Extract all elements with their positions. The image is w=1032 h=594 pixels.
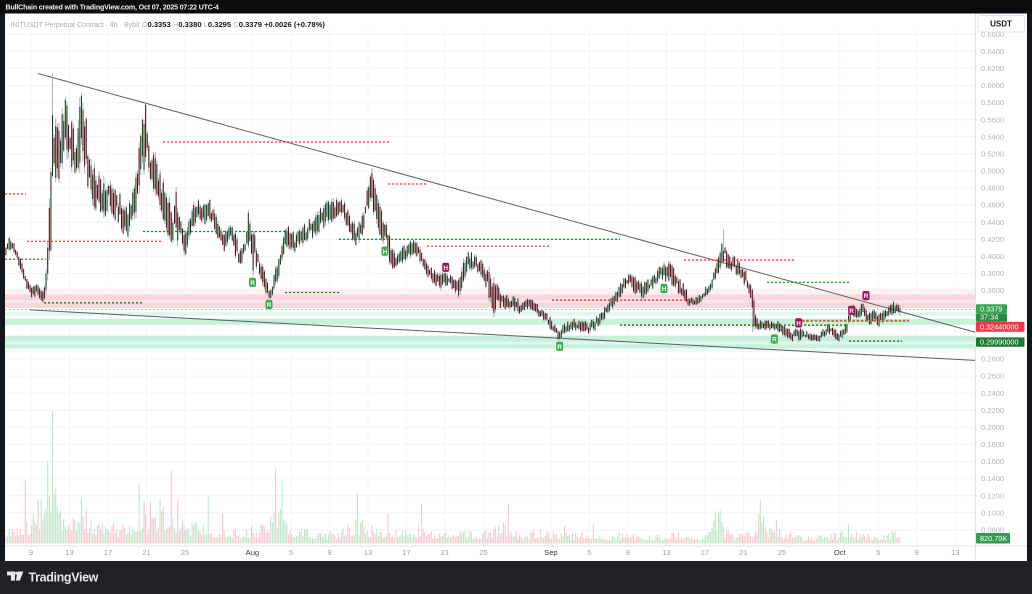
svg-text:5: 5 xyxy=(289,548,293,557)
svg-text:USDT: USDT xyxy=(990,20,1012,29)
svg-text:0.4000: 0.4000 xyxy=(981,252,1004,261)
svg-text:0.3379: 0.3379 xyxy=(980,305,1002,314)
svg-text:0.1600: 0.1600 xyxy=(981,457,1004,466)
svg-text:0.1200: 0.1200 xyxy=(981,491,1004,500)
svg-text:9: 9 xyxy=(626,548,630,557)
svg-text:17: 17 xyxy=(701,548,709,557)
svg-text:R: R xyxy=(267,302,272,309)
svg-text:Sep: Sep xyxy=(544,548,558,557)
svg-text:0.6200: 0.6200 xyxy=(981,64,1004,73)
svg-text:R: R xyxy=(557,344,562,351)
svg-text:0.1400: 0.1400 xyxy=(981,474,1004,483)
svg-text:0.5400: 0.5400 xyxy=(981,132,1004,141)
svg-text:17: 17 xyxy=(104,548,112,557)
svg-text:0.5000: 0.5000 xyxy=(981,167,1004,176)
svg-text:13: 13 xyxy=(65,548,73,557)
svg-text:0.2600: 0.2600 xyxy=(981,372,1004,381)
svg-text:H: H xyxy=(796,321,801,328)
svg-text:21: 21 xyxy=(739,548,747,557)
svg-text:0.32440000: 0.32440000 xyxy=(980,322,1019,331)
svg-text:0.5200: 0.5200 xyxy=(981,150,1004,159)
svg-text:0.6400: 0.6400 xyxy=(981,47,1004,56)
svg-text:5: 5 xyxy=(876,548,880,557)
svg-text:0.29990000: 0.29990000 xyxy=(980,338,1019,347)
svg-text:0.4200: 0.4200 xyxy=(981,235,1004,244)
svg-text:37:34: 37:34 xyxy=(980,313,998,322)
svg-text:17: 17 xyxy=(402,548,410,557)
svg-text:Oct: Oct xyxy=(834,548,847,557)
svg-text:13: 13 xyxy=(951,548,959,557)
svg-text:H: H xyxy=(662,286,667,293)
svg-text:820.79K: 820.79K xyxy=(980,534,1007,543)
svg-text:0.5600: 0.5600 xyxy=(981,115,1004,124)
svg-text:0.1800: 0.1800 xyxy=(981,440,1004,449)
svg-text:0.4800: 0.4800 xyxy=(981,184,1004,193)
svg-text:H: H xyxy=(443,265,448,272)
svg-text:0.2200: 0.2200 xyxy=(981,406,1004,415)
svg-text:25: 25 xyxy=(778,548,786,557)
svg-text:Aug: Aug xyxy=(246,548,260,557)
svg-text:R: R xyxy=(772,337,777,344)
svg-text:0.2400: 0.2400 xyxy=(981,389,1004,398)
svg-text:25: 25 xyxy=(479,548,487,557)
svg-text:BullChain created with Trading: BullChain created with TradingView.com, … xyxy=(6,4,219,12)
svg-text:0.4600: 0.4600 xyxy=(981,201,1004,210)
svg-text:R: R xyxy=(250,280,255,287)
svg-text:0.6600: 0.6600 xyxy=(981,30,1004,39)
svg-text:5: 5 xyxy=(587,548,591,557)
svg-text:21: 21 xyxy=(142,548,150,557)
svg-text:R: R xyxy=(849,308,854,315)
svg-text:H: H xyxy=(383,249,388,256)
svg-text:0.3800: 0.3800 xyxy=(981,269,1004,278)
svg-text:9: 9 xyxy=(327,548,331,557)
svg-text:9: 9 xyxy=(29,548,33,557)
svg-text:R: R xyxy=(864,293,869,300)
svg-text:9: 9 xyxy=(915,548,919,557)
svg-text:0.6000: 0.6000 xyxy=(981,81,1004,90)
svg-text:21: 21 xyxy=(441,548,449,557)
svg-text:0.1000: 0.1000 xyxy=(981,508,1004,517)
svg-text:TradingView: TradingView xyxy=(29,571,99,585)
svg-text:13: 13 xyxy=(364,548,372,557)
svg-text:0.3600: 0.3600 xyxy=(981,286,1004,295)
svg-text:0.2000: 0.2000 xyxy=(981,423,1004,432)
svg-text:INITUSDT Perpetual Contract ·: INITUSDT Perpetual Contract · 4h · Bybit… xyxy=(11,20,326,29)
svg-text:0.2800: 0.2800 xyxy=(981,355,1004,364)
svg-text:0.4400: 0.4400 xyxy=(981,218,1004,227)
svg-text:0.5800: 0.5800 xyxy=(981,98,1004,107)
svg-text:0.0800: 0.0800 xyxy=(981,526,1004,535)
svg-text:13: 13 xyxy=(662,548,670,557)
svg-text:25: 25 xyxy=(181,548,189,557)
